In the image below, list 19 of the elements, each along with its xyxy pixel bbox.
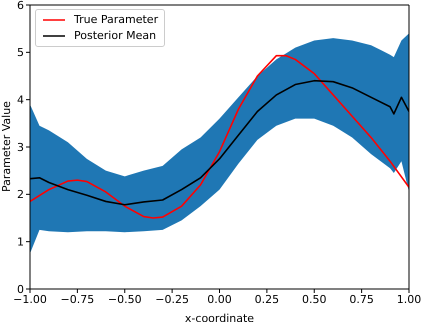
- y-tick-label: 6: [17, 0, 24, 12]
- line-series: [30, 54, 409, 219]
- y-tick-label: 5: [17, 46, 24, 60]
- x-axis-title: x-coordinate: [184, 312, 254, 322]
- y-tick-label: 1: [17, 236, 24, 249]
- y-tick-label: 2: [17, 188, 24, 202]
- x-tick-label: −0.25: [155, 292, 189, 306]
- y-tick-label: 4: [17, 94, 24, 107]
- y-tick-label: 3: [17, 140, 24, 154]
- x-tick-label: −0.50: [108, 292, 142, 306]
- y-axis-title: Parameter Value: [0, 100, 13, 192]
- x-tick-label: 0.25: [254, 292, 280, 306]
- legend-label: Posterior Mean: [74, 28, 156, 44]
- x-tick-label: −0.75: [60, 292, 94, 306]
- x-tick-label: 0.75: [349, 292, 374, 306]
- x-tick-label: 1.00: [396, 292, 422, 306]
- x-tick-label: 0.00: [207, 292, 232, 306]
- x-tick-label: 0.50: [302, 292, 326, 306]
- legend-label: True Parameter: [74, 12, 158, 28]
